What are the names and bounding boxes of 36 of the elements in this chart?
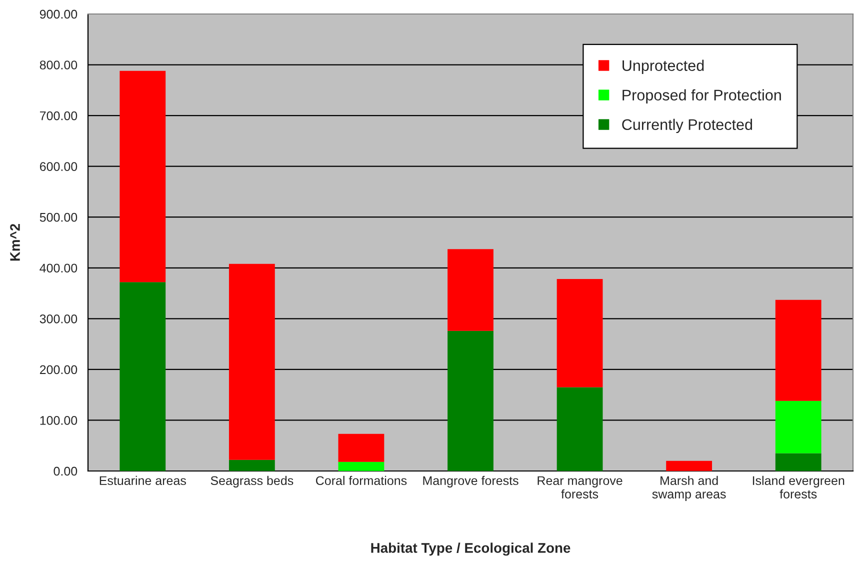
y-axis-title: Km^2 <box>10 224 20 261</box>
y-tick-label: 300.00 <box>40 314 78 324</box>
bar <box>775 400 822 454</box>
y-tick-label: 200.00 <box>40 365 78 374</box>
legend-label: Unprotected <box>622 60 704 74</box>
x-tick-label: Seagrass beds <box>210 476 294 488</box>
x-tick-label: Rear mangrove forests <box>538 476 622 499</box>
legend-label: Currently Protected <box>622 118 752 134</box>
bar <box>775 453 822 471</box>
bar <box>775 300 822 401</box>
y-tick-label: 400.00 <box>40 264 78 273</box>
bar <box>120 282 166 471</box>
bar <box>228 264 275 460</box>
y-tick-label: 800.00 <box>40 60 78 70</box>
bar <box>666 460 712 471</box>
y-tick-label: 500.00 <box>40 212 78 222</box>
y-tick-label: 900.00 <box>40 10 78 19</box>
x-axis-title: Habitat Type / Ecological Zone <box>371 542 570 556</box>
y-tick-label: 600.00 <box>40 162 78 171</box>
bar <box>448 249 494 331</box>
x-tick-label: Island evergreen forests <box>752 476 844 499</box>
bar <box>556 279 603 388</box>
legend-label: Proposed for Protection <box>622 89 781 104</box>
x-tick-label: Mangrove forests <box>423 476 518 488</box>
x-tick-label: Marsh and swamp areas <box>652 476 726 501</box>
bar <box>448 330 494 471</box>
y-tick-label: 100.00 <box>40 416 78 425</box>
bar <box>228 460 275 471</box>
bar <box>556 387 603 471</box>
x-tick-label: Estuarine areas <box>100 476 186 486</box>
bar <box>338 434 384 462</box>
bar <box>338 462 384 471</box>
bar <box>120 70 166 282</box>
x-tick-label: Coral formations <box>316 476 407 486</box>
y-tick-label: 0.00 <box>54 466 78 476</box>
y-tick-label: 700.00 <box>40 111 78 120</box>
